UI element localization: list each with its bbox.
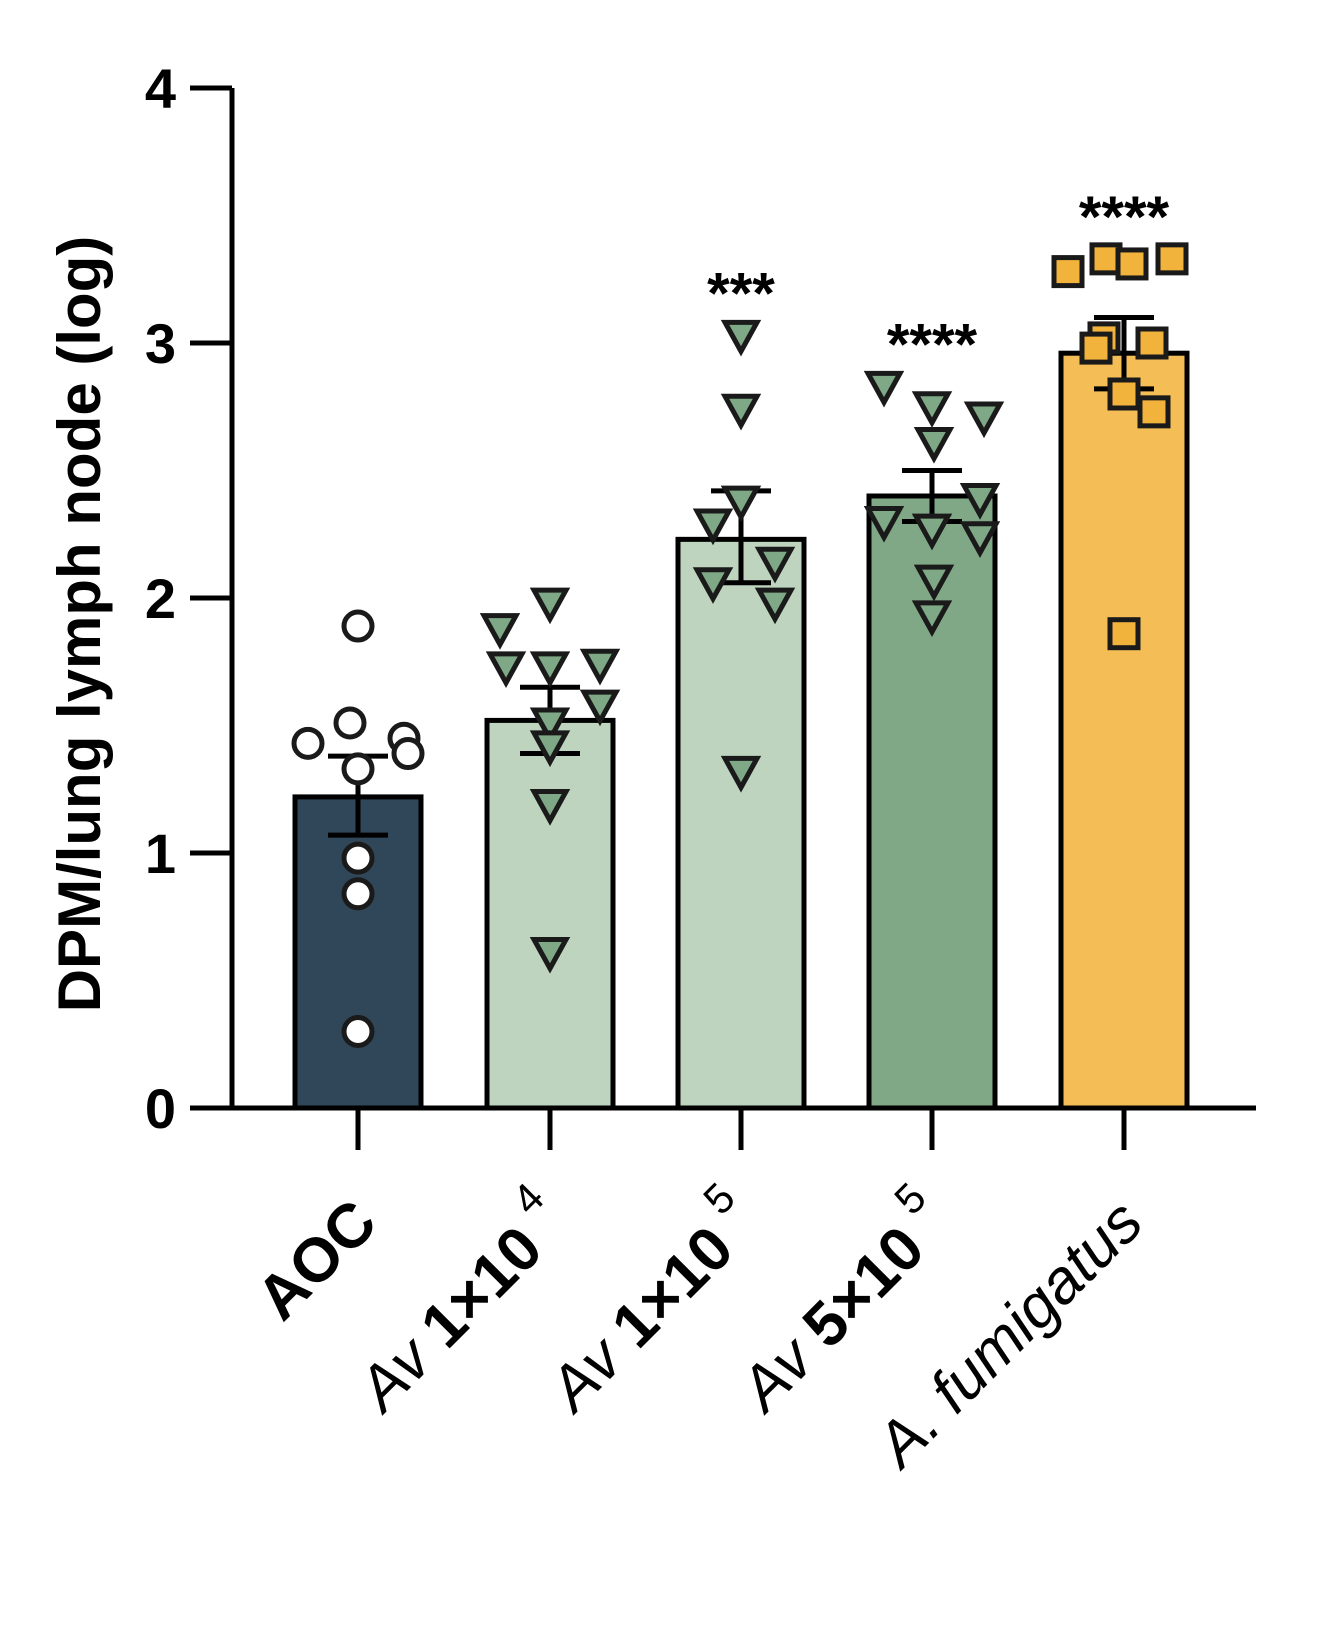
data-point-av1e5 — [720, 393, 762, 431]
x-category-label-part: 5 — [885, 1174, 935, 1224]
ticks-layer: 0 1 2 3 4 — [145, 57, 1127, 1150]
data-point-av1e4 — [529, 936, 571, 974]
data-point-aoc — [341, 1015, 375, 1048]
data-point-av1e4 — [485, 651, 527, 689]
data-point-afum — [1107, 377, 1141, 411]
data-point-av1e4 — [529, 651, 571, 689]
data-point-av1e4 — [529, 789, 571, 826]
data-point-av1e5 — [720, 755, 762, 793]
data-point-aoc — [391, 737, 425, 771]
data-point-av5e5 — [911, 513, 953, 551]
data-point-av1e4 — [479, 613, 521, 650]
data-point-av1e4 — [529, 587, 571, 625]
x-category-label-part: AOC — [244, 1187, 390, 1333]
bar-afum — [1058, 350, 1190, 1111]
data-point-aoc — [341, 841, 375, 875]
data-point-av5e5 — [959, 483, 1001, 520]
data-point-av1e5 — [692, 567, 734, 604]
y-tick-label: 3 — [145, 312, 176, 375]
data-point-aoc — [341, 609, 375, 643]
x-category-label-av1e5: Av 1×105 — [520, 1174, 773, 1427]
y-tick-label: 0 — [145, 1077, 176, 1140]
data-point-av5e5 — [911, 391, 953, 428]
data-point-av1e4 — [579, 689, 621, 727]
data-point-av1e4 — [579, 648, 621, 686]
data-point-av5e5 — [911, 600, 953, 638]
x-category-label-part: 5 — [694, 1174, 744, 1224]
data-point-afum — [1107, 617, 1141, 651]
data-point-afum — [1135, 326, 1169, 360]
data-point-aoc — [333, 706, 367, 740]
significance-av5e5: **** — [887, 312, 978, 377]
x-category-label-av1e4: Av 1×104 — [329, 1174, 582, 1427]
data-point-av5e5 — [863, 506, 905, 543]
significance-layer: *********** — [707, 185, 1169, 378]
data-point-av1e5 — [720, 485, 762, 523]
y-axis-label: DPM/lung lymph node (log) — [46, 236, 113, 1013]
data-point-av1e5 — [754, 587, 796, 625]
data-point-av1e4 — [529, 707, 571, 745]
data-point-aoc — [341, 877, 375, 911]
data-point-av1e5 — [692, 508, 734, 546]
bars-layer — [292, 350, 1190, 1111]
data-point-afum — [1115, 247, 1149, 281]
data-point-av5e5 — [913, 564, 955, 602]
data-point-av1e5 — [720, 319, 762, 357]
x-category-label-aoc: AOC — [244, 1187, 390, 1333]
data-point-av5e5 — [959, 521, 1001, 558]
data-point-afum — [1137, 395, 1171, 429]
data-point-aoc — [341, 752, 375, 786]
data-point-afum — [1155, 242, 1189, 276]
significance-av1e5: *** — [707, 261, 775, 326]
x-category-label-part: 4 — [503, 1174, 553, 1224]
data-point-afum — [1079, 331, 1113, 365]
y-tick-label: 4 — [145, 57, 176, 120]
data-point-av5e5 — [913, 426, 955, 464]
y-tick-label: 1 — [145, 822, 176, 885]
y-tick-label: 2 — [145, 567, 176, 630]
data-points-layer — [291, 242, 1189, 1048]
data-point-afum — [1089, 242, 1123, 276]
bar-av1e4 — [484, 717, 616, 1111]
data-point-av5e5 — [863, 370, 905, 408]
data-point-av1e4 — [529, 730, 571, 768]
data-point-aoc — [291, 726, 325, 760]
data-point-afum — [1051, 255, 1085, 289]
data-point-av5e5 — [963, 401, 1005, 439]
bar-av1e5 — [675, 536, 807, 1111]
bar-av5e5 — [866, 493, 998, 1111]
data-point-av1e5 — [754, 546, 796, 584]
significance-afum: **** — [1079, 185, 1170, 250]
